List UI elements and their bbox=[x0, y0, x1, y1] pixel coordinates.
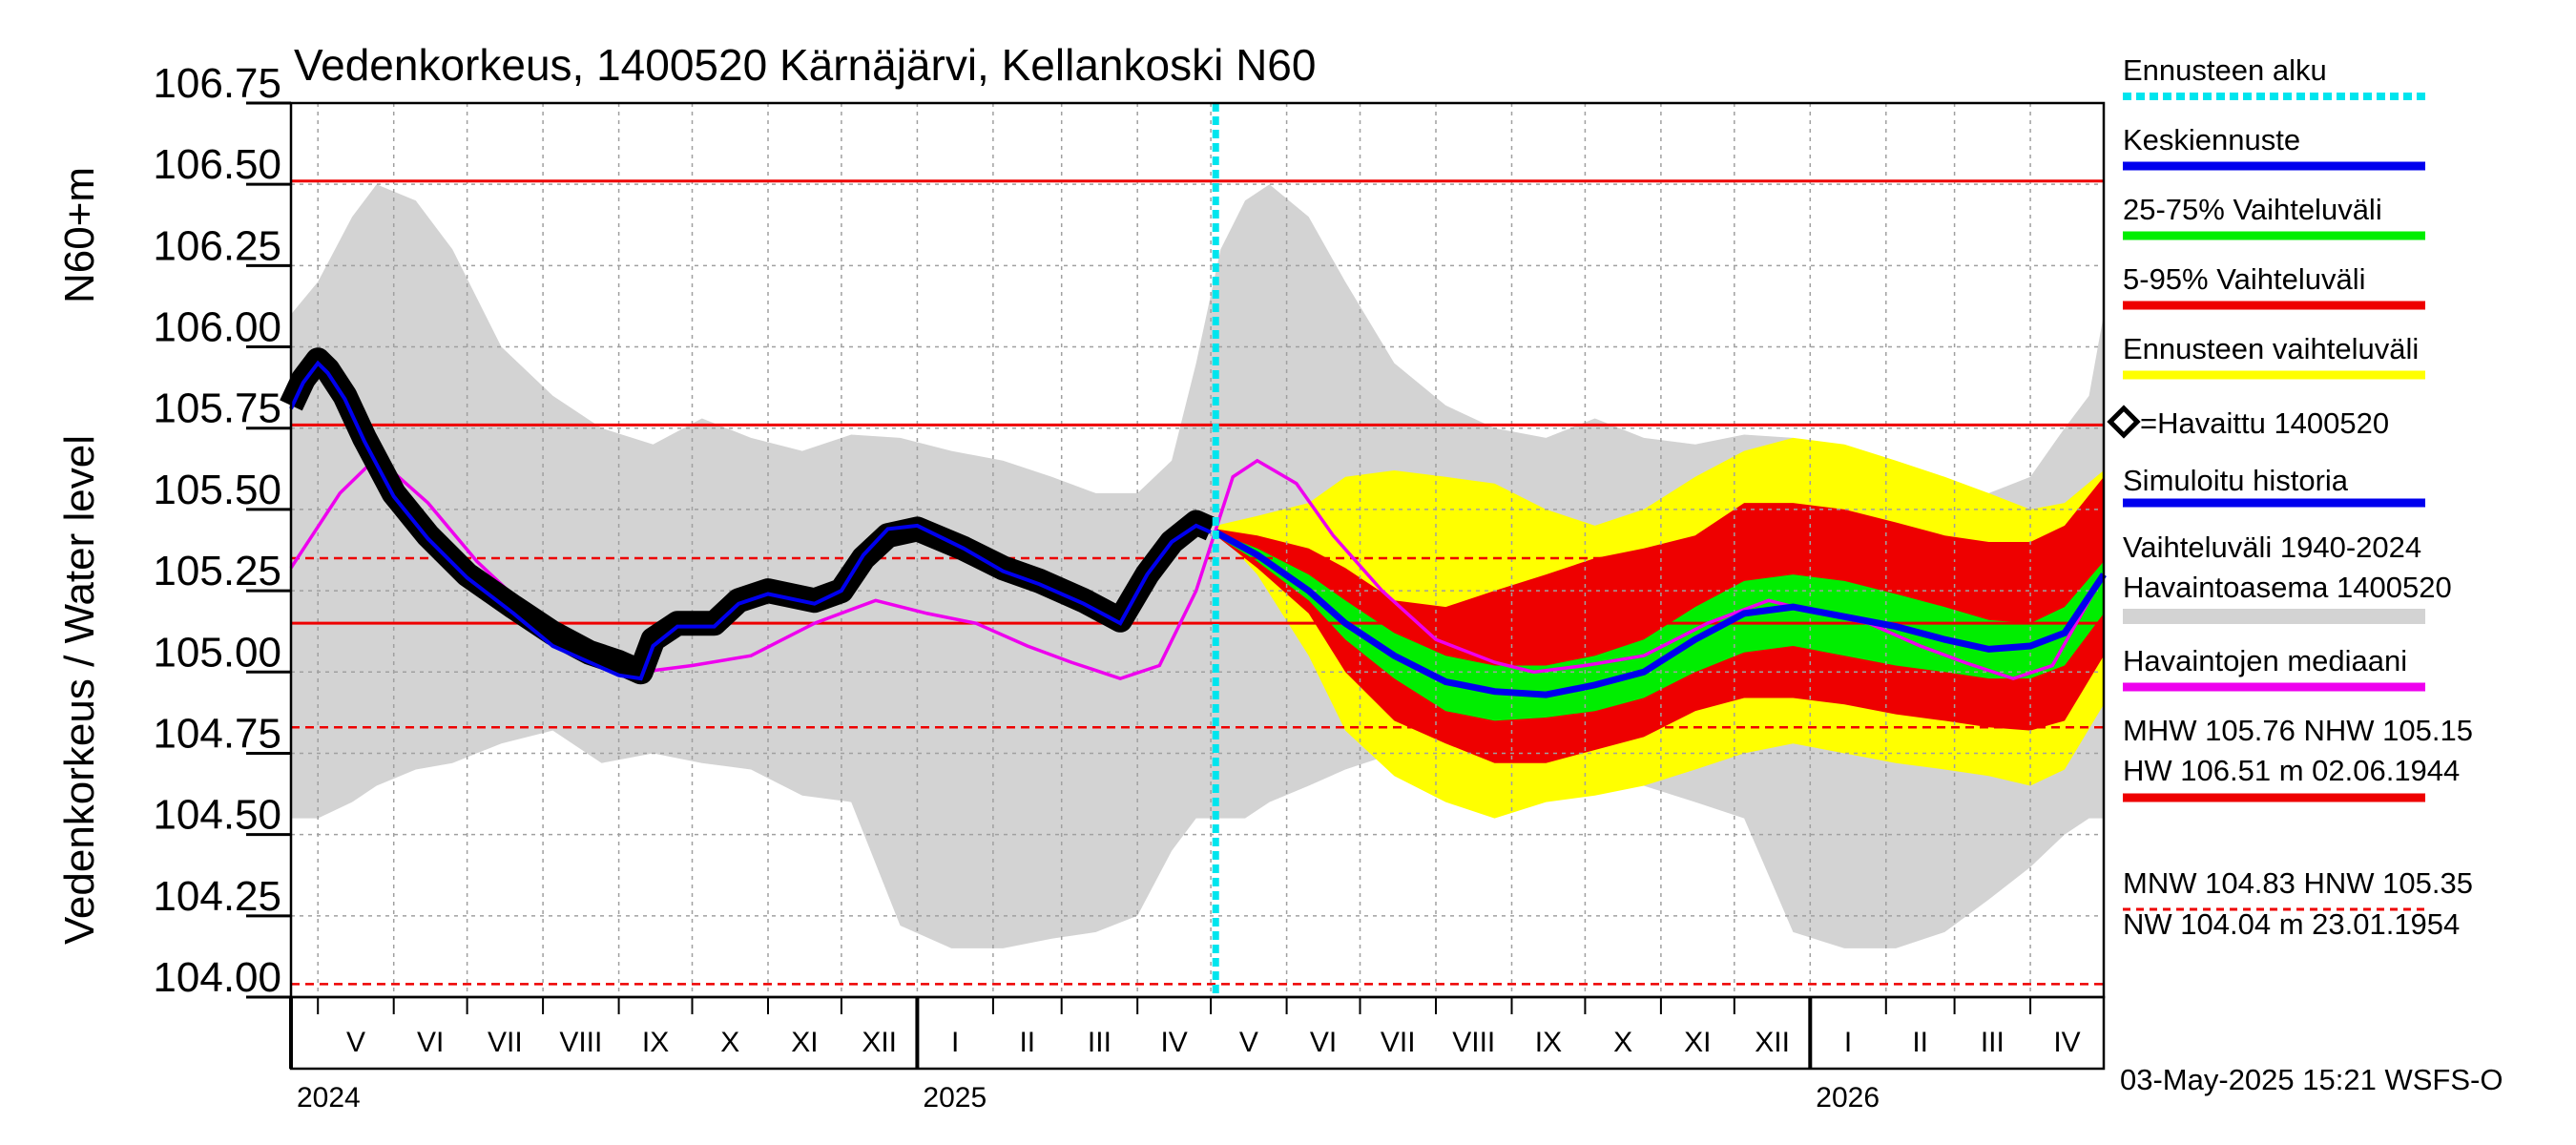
y-tick-label: 105.25 bbox=[153, 548, 281, 594]
mean-forecast-line bbox=[1214, 529, 2107, 698]
year-label: 2025 bbox=[923, 1082, 987, 1114]
legend-label: Simuloitu historia bbox=[2123, 464, 2349, 497]
month-label: IX bbox=[1535, 1027, 1562, 1058]
legend-marker-diamond bbox=[2107, 405, 2141, 439]
y-tick-label: 106.50 bbox=[153, 141, 281, 188]
y-tick-label: 104.00 bbox=[153, 954, 281, 1001]
month-label: XII bbox=[862, 1027, 897, 1058]
month-label: II bbox=[1912, 1027, 1928, 1058]
year-label: 2026 bbox=[1816, 1082, 1880, 1114]
x-axis: V VI VII VIII IX X XI XII I II III IV V VI VII VIII IX X X… bbox=[289, 997, 2081, 1114]
month-label: VII bbox=[488, 1027, 523, 1058]
legend-label: Havaintojen mediaani bbox=[2123, 644, 2407, 677]
legend-label: NW 104.04 m 23.01.1954 bbox=[2123, 907, 2460, 941]
month-label: VIII bbox=[559, 1027, 602, 1058]
legend-label: HW 106.51 m 02.06.1944 bbox=[2123, 754, 2460, 787]
month-label: VII bbox=[1381, 1027, 1416, 1058]
month-label: III bbox=[1088, 1027, 1111, 1058]
simulated-history-line bbox=[289, 360, 1212, 681]
y-tick-label: 104.25 bbox=[153, 873, 281, 920]
legend-label: 5-95% Vaihteluväli bbox=[2123, 262, 2365, 296]
month-label: X bbox=[1613, 1027, 1632, 1058]
forecast-bands bbox=[1215, 437, 2104, 819]
legend: Ennusteen alku Keskiennuste 25-75% Vaihtel… bbox=[2107, 53, 2473, 941]
y-tick-label: 105.75 bbox=[153, 385, 281, 432]
legend-label: MHW 105.76 NHW 105.15 bbox=[2123, 714, 2473, 747]
legend-label: 25-75% Vaihteluväli bbox=[2123, 193, 2382, 226]
month-label: XI bbox=[791, 1027, 818, 1058]
y-tick-label: 105.50 bbox=[153, 467, 281, 513]
y-tick-label: 104.50 bbox=[153, 792, 281, 839]
month-label: II bbox=[1019, 1027, 1035, 1058]
month-label: XII bbox=[1755, 1027, 1790, 1058]
month-label: IV bbox=[2053, 1027, 2080, 1058]
reference-lines bbox=[291, 179, 2104, 986]
y-tick-label: 106.25 bbox=[153, 222, 281, 269]
legend-label: Ennusteen alku bbox=[2123, 53, 2327, 87]
month-label: V bbox=[346, 1027, 365, 1058]
y-tick-label: 106.75 bbox=[153, 60, 281, 107]
timestamp-footer: 03-May-2025 15:21 WSFS-O bbox=[2120, 1063, 2503, 1096]
y-tick-label: 106.00 bbox=[153, 304, 281, 351]
month-label: XI bbox=[1684, 1027, 1711, 1058]
p25-75-range-area bbox=[1215, 531, 2104, 721]
month-label: VI bbox=[1310, 1027, 1337, 1058]
month-label: I bbox=[1844, 1027, 1852, 1058]
month-label: III bbox=[1981, 1027, 2005, 1058]
year-label: 2024 bbox=[297, 1082, 361, 1114]
y-axis-label: Vedenkorkeus / Water level bbox=[56, 435, 103, 945]
month-label: VI bbox=[417, 1027, 444, 1058]
y-tick-label: 104.75 bbox=[153, 710, 281, 757]
chart-title: Vedenkorkeus, 1400520 Kärnäjärvi, Kellan… bbox=[294, 40, 1316, 90]
legend-label: MNW 104.83 HNW 105.35 bbox=[2123, 866, 2473, 900]
month-label: VIII bbox=[1452, 1027, 1495, 1058]
y-tick-label: 105.00 bbox=[153, 629, 281, 676]
legend-label: Havaintoasema 1400520 bbox=[2123, 571, 2452, 604]
month-label: IX bbox=[642, 1027, 669, 1058]
y-axis-ticks: 106.75 106.50 106.25 106.00 105.75 105.50 105.… bbox=[153, 60, 291, 1001]
y-axis-unit: N60+m bbox=[56, 167, 103, 303]
month-label: IV bbox=[1160, 1027, 1187, 1058]
legend-label: Ennusteen vaihteluväli bbox=[2123, 332, 2419, 365]
legend-label: =Havaittu 1400520 bbox=[2140, 406, 2389, 440]
legend-label: Keskiennuste bbox=[2123, 123, 2300, 156]
month-label: I bbox=[951, 1027, 959, 1058]
month-label: V bbox=[1239, 1027, 1258, 1058]
legend-label: Vaihteluväli 1940-2024 bbox=[2123, 531, 2421, 564]
month-label: X bbox=[720, 1027, 739, 1058]
